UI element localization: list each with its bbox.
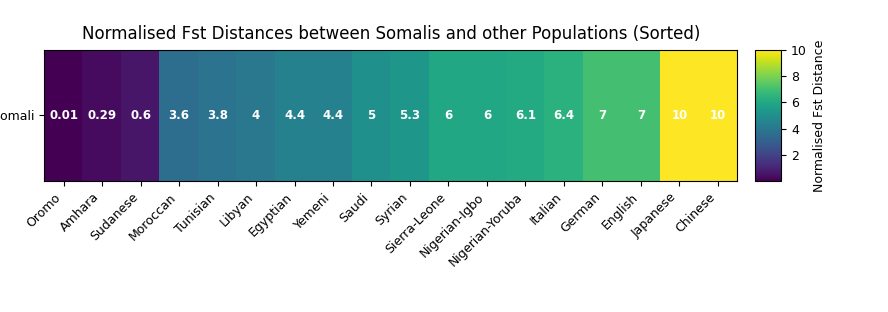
Text: 10: 10	[671, 109, 687, 122]
Y-axis label: Normalised Fst Distance: Normalised Fst Distance	[813, 39, 826, 192]
Text: 3.8: 3.8	[207, 109, 228, 122]
Text: 6: 6	[483, 109, 491, 122]
Text: 4.4: 4.4	[322, 109, 344, 122]
Text: 0.6: 0.6	[131, 109, 151, 122]
Text: 7: 7	[599, 109, 607, 122]
Text: 0.29: 0.29	[88, 109, 116, 122]
Text: 3.6: 3.6	[169, 109, 189, 122]
Title: Normalised Fst Distances between Somalis and other Populations (Sorted): Normalised Fst Distances between Somalis…	[82, 25, 700, 43]
Text: 0.01: 0.01	[49, 109, 78, 122]
Text: 5: 5	[368, 109, 376, 122]
Text: 6: 6	[444, 109, 453, 122]
Text: 5.3: 5.3	[400, 109, 420, 122]
Text: 6.1: 6.1	[515, 109, 535, 122]
Text: 4.4: 4.4	[284, 109, 305, 122]
Text: 6.4: 6.4	[553, 109, 575, 122]
Text: 7: 7	[637, 109, 645, 122]
Text: 4: 4	[252, 109, 260, 122]
Text: 10: 10	[710, 109, 725, 122]
